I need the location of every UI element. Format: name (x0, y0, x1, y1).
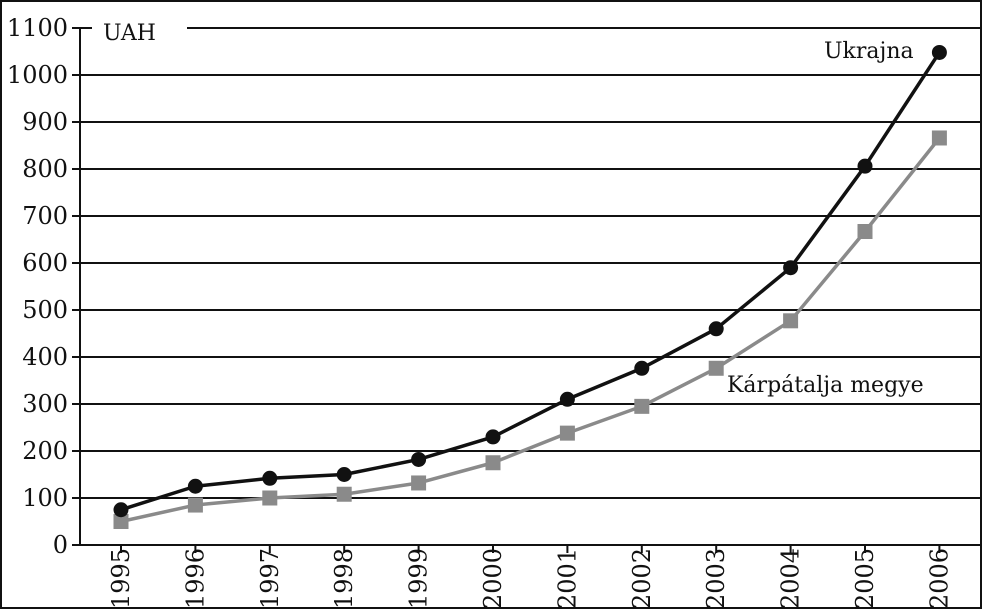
x-tick-label: 1996 (181, 548, 209, 609)
x-tick-label: 2006 (925, 548, 953, 609)
data-point-circle (634, 360, 650, 376)
x-axis-ticks: 1995 1996 1997 1998 1999 2000 2001 2002 2003 2004… (107, 545, 953, 609)
x-tick-label: 2005 (851, 548, 879, 609)
data-point-square (485, 455, 501, 471)
grid-lines (79, 27, 982, 546)
x-tick-label: 1999 (405, 548, 433, 609)
y-axis-ticks: 0 100 200 300 400 500 600 700 800 900 1000 1100 (7, 14, 80, 559)
data-point-square (634, 398, 650, 414)
series-group (113, 44, 947, 529)
y-tick-label: 100 (22, 484, 68, 512)
series-line-1 (120, 136, 941, 524)
data-point-square (113, 514, 129, 529)
data-point-circle (931, 44, 947, 60)
data-point-circle (857, 158, 873, 174)
data-point-circle (559, 391, 575, 407)
data-point-square (187, 497, 203, 513)
data-point-circle (262, 470, 278, 486)
data-point-circle (783, 260, 799, 276)
y-tick-label: 0 (53, 531, 68, 559)
data-point-circle (411, 451, 427, 467)
data-point-square (708, 360, 724, 376)
data-point-square (336, 486, 352, 502)
unit-label: UAH (103, 21, 156, 46)
data-point-square (857, 224, 873, 240)
x-tick-label: 2002 (628, 548, 656, 609)
x-tick-label: 2001 (553, 548, 581, 609)
data-point-circle (187, 478, 203, 494)
data-point-square (559, 425, 575, 441)
y-tick-label: 800 (22, 155, 68, 183)
y-tick-label: 900 (22, 108, 68, 136)
y-tick-label: 500 (22, 296, 68, 324)
x-tick-label: 1997 (256, 548, 284, 609)
x-tick-label: 1998 (330, 548, 358, 609)
unit-label-background (92, 12, 187, 46)
y-tick-label: 1000 (7, 61, 68, 89)
y-tick-label: 1100 (7, 14, 68, 42)
series-label-karpatalja: Kárpátalja megye (727, 373, 924, 398)
x-tick-label: 2000 (479, 548, 507, 609)
y-tick-label: 200 (22, 437, 68, 465)
y-tick-label: 700 (22, 202, 68, 230)
series-line-0 (120, 51, 941, 512)
data-point-square (931, 130, 947, 146)
y-tick-label: 400 (22, 343, 68, 371)
y-tick-label: 300 (22, 390, 68, 418)
x-tick-label: 2003 (702, 548, 730, 609)
series-label-ukrajna: Ukrajna (824, 39, 914, 64)
x-tick-label: 1995 (107, 548, 135, 609)
y-tick-label: 600 (22, 249, 68, 277)
data-point-circle (113, 502, 129, 518)
data-point-square (262, 490, 278, 506)
data-point-circle (336, 467, 352, 482)
x-tick-label: 2004 (777, 548, 805, 609)
data-point-circle (485, 429, 501, 445)
data-point-circle (708, 321, 724, 337)
data-point-square (783, 313, 799, 329)
data-point-square (411, 475, 427, 491)
